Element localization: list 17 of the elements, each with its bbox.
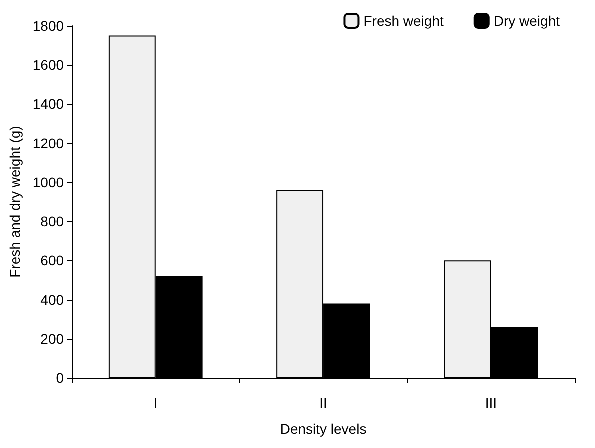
y-tick-label: 800 [40, 214, 64, 230]
x-tick-label: I [154, 395, 158, 411]
x-tick-label: III [485, 395, 498, 411]
x-tick-label: II [320, 395, 328, 411]
y-tick-label: 1600 [32, 57, 64, 74]
y-tick-label: 1000 [32, 174, 64, 190]
y-tick-label: 1800 [32, 18, 64, 34]
y-tick-label: 200 [40, 330, 64, 347]
y-tick-label: 400 [40, 292, 64, 308]
y-tick-label: 0 [56, 370, 64, 386]
y-tick-label: 600 [40, 252, 64, 269]
y-tick-label: 1400 [32, 96, 64, 112]
x-axis-title: Density levels [280, 421, 367, 437]
legend-label: Dry weight [494, 13, 560, 29]
y-axis-title: Fresh and dry weight (g) [7, 126, 23, 278]
legend-label: Fresh weight [364, 13, 444, 29]
y-tick-label: 1200 [32, 135, 64, 152]
